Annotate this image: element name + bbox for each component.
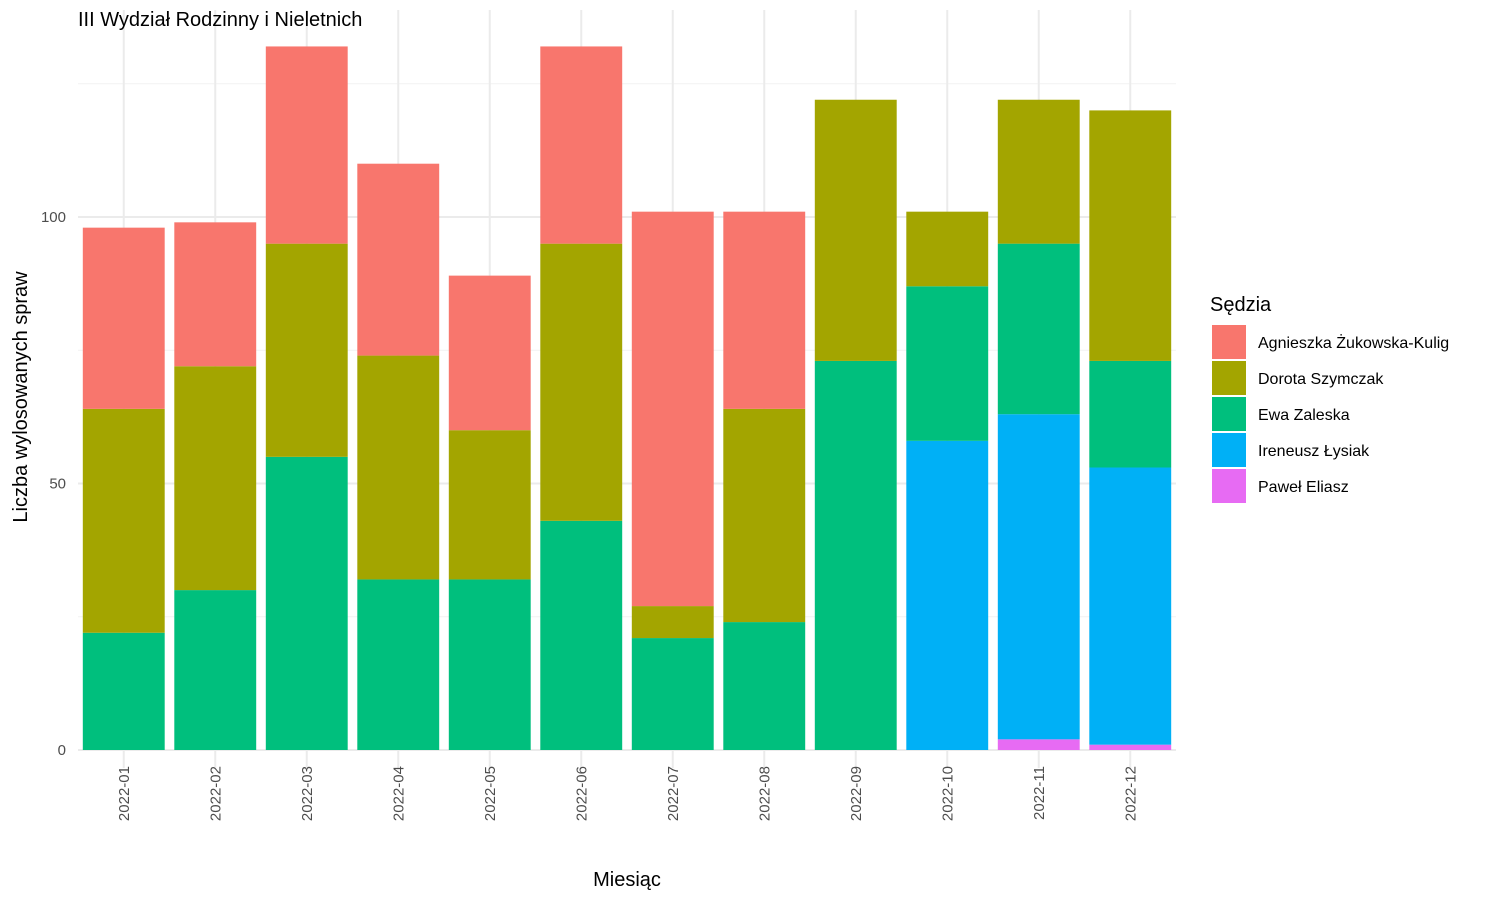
- bar-segment: [448, 579, 531, 750]
- legend: Sędzia Agnieszka Żukowska-Kulig Dorota Sz…: [1210, 294, 1449, 503]
- x-tick-label: 2022-09: [848, 766, 865, 821]
- y-axis-title: Liczba wylosowanych spraw: [10, 271, 32, 523]
- x-axis-ticks: 2022-01 2022-02 2022-03 2022-04 2022-05 2022-…: [116, 766, 1140, 821]
- bar-segment: [723, 211, 806, 409]
- bar-segment: [723, 622, 806, 750]
- y-tick-label: 100: [41, 209, 66, 226]
- bar-segment: [448, 430, 531, 580]
- bar-segment: [906, 440, 989, 750]
- bar-segment: [540, 46, 623, 244]
- bar-segment: [265, 243, 348, 457]
- bar-segment: [631, 211, 714, 607]
- bar-segment: [448, 275, 531, 431]
- y-tick-label: 50: [49, 476, 66, 493]
- x-tick-label: 2022-12: [1122, 766, 1139, 821]
- bar-segment: [540, 243, 623, 521]
- x-tick-label: 2022-08: [756, 766, 773, 821]
- y-axis-ticks: 0 50 100: [41, 209, 66, 759]
- x-tick-label: 2022-05: [482, 766, 499, 821]
- x-tick-label: 2022-01: [116, 766, 133, 821]
- x-tick-label: 2022-07: [665, 766, 682, 821]
- legend-label: Agnieszka Żukowska-Kulig: [1258, 333, 1449, 352]
- x-tick-label: 2022-10: [939, 766, 956, 821]
- bar-segment: [814, 360, 897, 750]
- y-tick-label: 0: [58, 742, 66, 759]
- bar-segment: [997, 243, 1080, 415]
- bar-segment: [814, 99, 897, 361]
- bars: [82, 46, 1172, 750]
- x-tick-label: 2022-02: [207, 766, 224, 821]
- x-tick-label: 2022-03: [299, 766, 316, 821]
- bar-segment: [540, 520, 623, 750]
- bar-segment: [82, 408, 165, 633]
- x-tick-label: 2022-06: [573, 766, 590, 821]
- legend-label: Ewa Zaleska: [1258, 407, 1350, 424]
- bar-segment: [357, 355, 440, 580]
- bar-segment: [357, 163, 440, 356]
- legend-label: Ireneusz Łysiak: [1258, 443, 1370, 460]
- bar-segment: [906, 211, 989, 287]
- bar-segment: [82, 632, 165, 750]
- bar-segment: [1089, 467, 1172, 745]
- legend-key: [1212, 469, 1246, 503]
- chart-title: III Wydział Rodzinny i Nieletnich: [78, 9, 362, 31]
- bar-segment: [174, 590, 257, 750]
- x-tick-label: 2022-04: [390, 766, 407, 821]
- x-tick-label: 2022-11: [1031, 766, 1048, 820]
- bar-segment: [906, 286, 989, 441]
- bar-segment: [265, 46, 348, 244]
- legend-key: [1212, 433, 1246, 467]
- bar-segment: [997, 99, 1080, 244]
- bar-segment: [82, 227, 165, 409]
- bar-segment: [1089, 744, 1172, 750]
- legend-key: [1212, 397, 1246, 431]
- legend-title: Sędzia: [1210, 294, 1272, 316]
- bar-segment: [174, 366, 257, 591]
- x-axis-title: Miesiąc: [593, 869, 661, 891]
- bar-segment: [723, 408, 806, 623]
- bar-segment: [997, 739, 1080, 750]
- legend-key: [1212, 325, 1246, 359]
- legend-label: Dorota Szymczak: [1258, 371, 1384, 388]
- bar-segment: [1089, 110, 1172, 361]
- legend-label: Paweł Eliasz: [1258, 479, 1349, 496]
- bar-segment: [265, 456, 348, 750]
- legend-key: [1212, 361, 1246, 395]
- bar-segment: [631, 638, 714, 750]
- bar-segment: [997, 414, 1080, 740]
- bar-segment: [357, 579, 440, 750]
- bar-segment: [631, 606, 714, 639]
- bar-segment: [174, 222, 257, 367]
- bar-segment: [1089, 360, 1172, 468]
